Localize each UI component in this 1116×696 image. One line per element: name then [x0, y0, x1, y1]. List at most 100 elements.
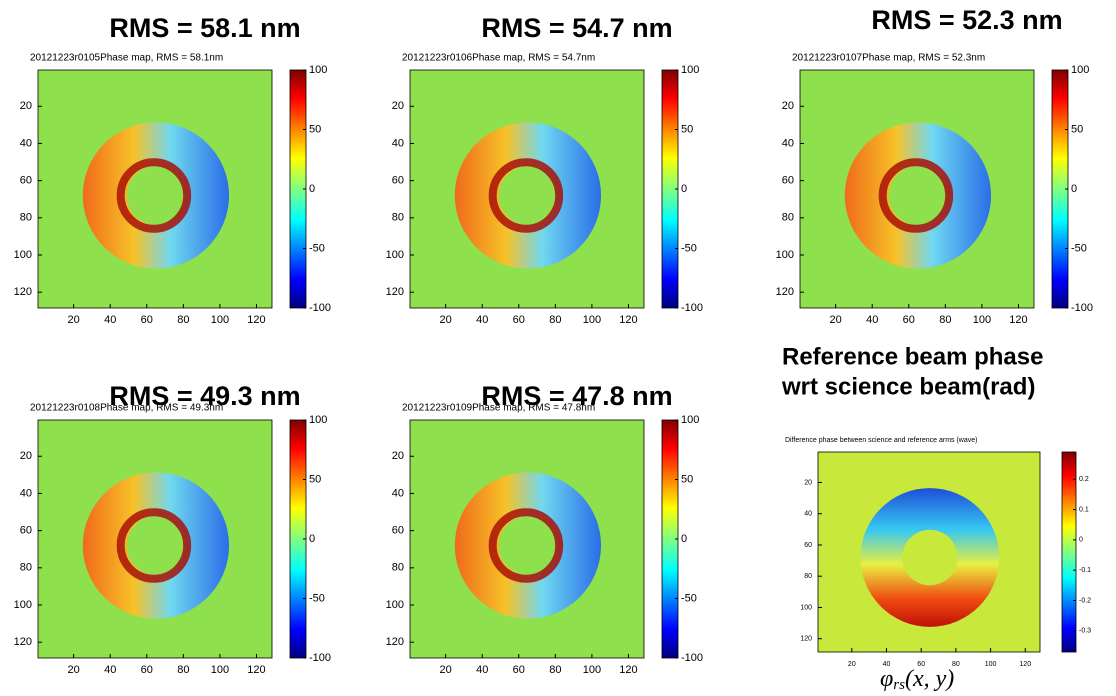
colorbar-tick-label: -100: [681, 302, 703, 314]
x-tick-label: 100: [583, 664, 601, 676]
colorbar-tick-label: -50: [309, 242, 325, 254]
formula-symbol: φ: [880, 666, 893, 692]
y-tick-label: 80: [392, 562, 404, 574]
y-tick-label: 100: [14, 599, 32, 611]
y-tick-label: 40: [20, 487, 32, 499]
colorbar-tick-label: -50: [681, 242, 697, 254]
colorbar-tick-label: 100: [309, 414, 327, 426]
colorbar-tick-label: -0.1: [1079, 567, 1091, 574]
y-tick-label: 60: [392, 175, 404, 187]
x-tick-label: 60: [917, 661, 925, 668]
inner-edge: [116, 158, 192, 233]
colorbar-tick-label: -50: [309, 592, 325, 604]
x-tick-label: 120: [619, 664, 637, 676]
x-tick-label: 20: [848, 661, 856, 668]
x-tick-label: 40: [883, 661, 891, 668]
panel-heading: RMS = 58.1 nm: [109, 13, 300, 43]
y-tick-label: 20: [392, 450, 404, 462]
x-tick-label: 120: [1009, 314, 1027, 326]
colorbar-tick-label: 50: [1071, 123, 1083, 135]
phase-ring: [82, 122, 230, 269]
y-tick-label: 80: [392, 212, 404, 224]
x-tick-label: 20: [440, 314, 452, 326]
y-tick-label: 40: [392, 137, 404, 149]
x-tick-label: 120: [247, 314, 265, 326]
inner-edge: [488, 158, 564, 233]
colorbar-tick-label: -100: [1071, 302, 1093, 314]
colorbar-tick-label: 0.2: [1079, 476, 1089, 483]
colorbar-tick-label: 0: [1079, 537, 1083, 544]
y-tick-label: 40: [782, 137, 794, 149]
y-tick-label: 100: [14, 249, 32, 261]
x-tick-label: 120: [619, 314, 637, 326]
x-tick-label: 20: [68, 314, 80, 326]
y-tick-label: 40: [804, 511, 812, 518]
x-tick-label: 80: [952, 661, 960, 668]
x-tick-label: 80: [549, 664, 561, 676]
y-tick-label: 80: [804, 573, 812, 580]
colorbar-tick-label: 100: [1071, 64, 1089, 76]
inner-edge: [488, 508, 564, 583]
y-tick-label: 60: [782, 175, 794, 187]
colorbar-tick-label: 100: [681, 64, 699, 76]
phase-ring: [82, 472, 230, 619]
y-tick-label: 20: [804, 479, 812, 486]
y-tick-label: 20: [392, 100, 404, 112]
phase-ring: [844, 122, 992, 269]
colorbar-tick-label: 50: [309, 123, 321, 135]
inner-edge: [116, 508, 192, 583]
x-tick-label: 20: [68, 664, 80, 676]
x-tick-label: 40: [866, 314, 878, 326]
y-tick-label: 60: [20, 525, 32, 537]
x-tick-label: 100: [211, 664, 229, 676]
y-tick-label: 120: [386, 286, 404, 298]
phase-map-background: [409, 69, 645, 309]
phase-ring: [454, 122, 602, 269]
colorbar-tick-label: 0: [1071, 183, 1077, 195]
panel-heading: RMS = 54.7 nm: [481, 13, 672, 43]
x-tick-label: 40: [104, 314, 116, 326]
y-tick-label: 120: [800, 636, 812, 643]
x-tick-label: 20: [830, 314, 842, 326]
formula: φrs(x, y): [880, 666, 954, 694]
colorbar-tick-label: -100: [309, 652, 331, 664]
reference-subtitle: Difference phase between science and ref…: [785, 437, 977, 444]
y-tick-label: 120: [386, 636, 404, 648]
panel-heading: RMS = 49.3 nm: [109, 381, 300, 411]
colorbar-tick-label: -0.3: [1079, 628, 1091, 635]
y-tick-label: 100: [386, 599, 404, 611]
y-tick-label: 120: [14, 286, 32, 298]
x-tick-label: 20: [440, 664, 452, 676]
x-tick-label: 60: [141, 314, 153, 326]
x-tick-label: 60: [513, 664, 525, 676]
panel-heading: RMS = 52.3 nm: [871, 5, 1062, 35]
formula-args: (x, y): [905, 666, 954, 692]
colorbar-tick-label: 100: [309, 64, 327, 76]
y-tick-label: 120: [14, 636, 32, 648]
y-tick-label: 20: [20, 450, 32, 462]
panel-subtitle: 20121223r0106Phase map, RMS = 54.7nm: [402, 53, 595, 64]
y-tick-label: 120: [776, 286, 794, 298]
panel-subtitle: 20121223r0107Phase map, RMS = 52.3nm: [792, 53, 985, 64]
y-tick-label: 40: [392, 487, 404, 499]
x-tick-label: 80: [939, 314, 951, 326]
inner-edge: [878, 158, 954, 233]
x-tick-label: 80: [177, 664, 189, 676]
phase-map-background: [37, 69, 273, 309]
x-tick-label: 40: [476, 664, 488, 676]
phase-map-background: [799, 69, 1035, 309]
y-tick-label: 80: [20, 562, 32, 574]
panel-subtitle: 20121223r0108Phase map, RMS = 49.3nm: [30, 403, 223, 414]
panel-subtitle: 20121223r0105Phase map, RMS = 58.1nm: [30, 53, 223, 64]
y-tick-label: 60: [20, 175, 32, 187]
phase-ring: [860, 488, 1000, 627]
x-tick-label: 100: [985, 661, 997, 668]
y-tick-label: 60: [392, 525, 404, 537]
colorbar-tick-label: 50: [309, 473, 321, 485]
x-tick-label: 120: [247, 664, 265, 676]
x-tick-label: 100: [211, 314, 229, 326]
panel-subtitle: 20121223r0109Phase map, RMS = 47.8nm: [402, 403, 595, 414]
colorbar-tick-label: -100: [681, 652, 703, 664]
